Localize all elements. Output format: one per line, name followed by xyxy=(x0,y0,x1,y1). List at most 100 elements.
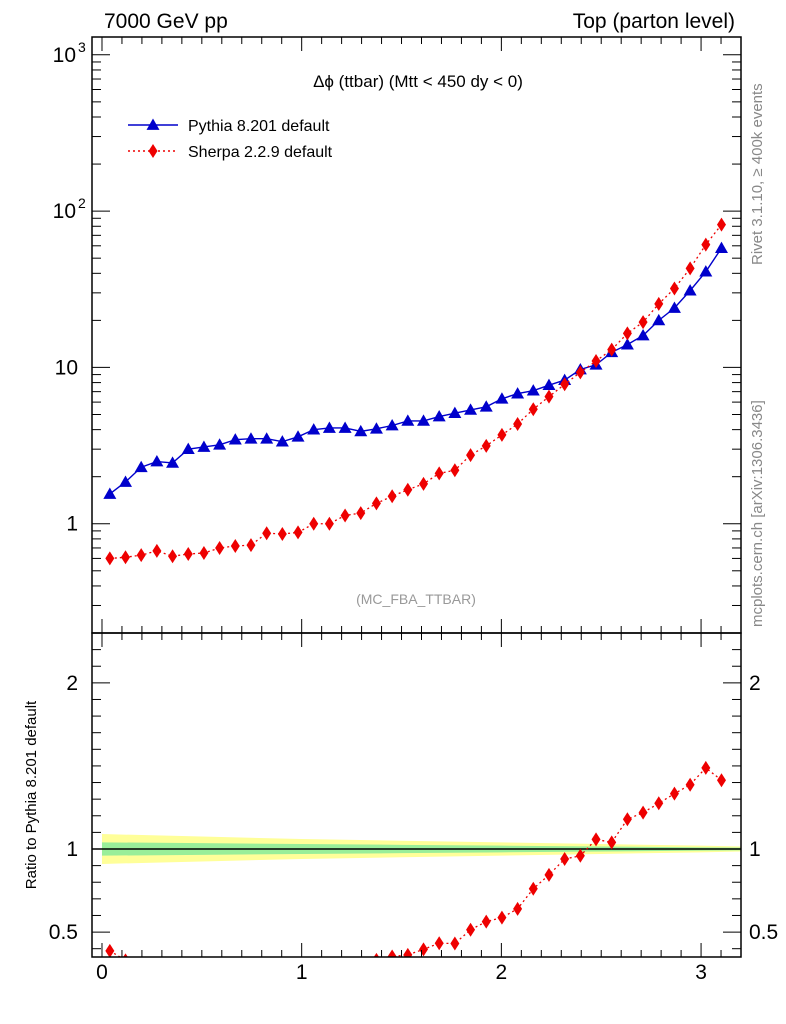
main-series-0-point xyxy=(307,423,321,435)
ratio-series-1-point xyxy=(607,835,617,850)
main-series-1-point xyxy=(419,476,429,491)
ratio-series-1-point xyxy=(387,949,397,957)
ratio-x-tick-label: 0 xyxy=(96,961,108,984)
main-series-0-point xyxy=(432,410,446,422)
main-series-1-point xyxy=(277,526,287,541)
main-series-1-point xyxy=(121,550,131,565)
main-series-1-point xyxy=(371,496,381,511)
ratio-y-tick-label-right: 1 xyxy=(749,838,761,861)
ratio-series-1-point xyxy=(591,832,601,847)
ratio-series-1-point xyxy=(199,973,208,987)
ratio-series-1-point xyxy=(528,881,538,896)
main-y-tick-exponent: 3 xyxy=(78,39,86,55)
main-series-0-point xyxy=(150,455,164,467)
ratio-series-1-point xyxy=(137,963,146,977)
analysis-tag: (MC_FBA_TTBAR) xyxy=(356,591,476,607)
ratio-series-1-point xyxy=(701,760,711,775)
main-series-1-point xyxy=(152,543,162,558)
plot-title: Δϕ (ttbar) (Mtt < 450 dy < 0) xyxy=(313,72,523,91)
main-series-1-point xyxy=(528,402,538,417)
main-series-1-point xyxy=(105,551,115,566)
main-series-1-point xyxy=(246,538,256,553)
main-series-0-point xyxy=(260,432,274,444)
ratio-series-1-point xyxy=(231,973,240,987)
ratio-data-layer xyxy=(92,760,741,987)
main-series-1-point xyxy=(575,365,585,380)
ratio-axes: 0.5 0.5 1 1 2 2 0 1 2 3 xyxy=(49,633,778,984)
main-y-tick-label: 10 xyxy=(53,200,76,223)
main-y-tick-label: 1 xyxy=(66,513,78,536)
main-data-layer xyxy=(103,217,728,566)
main-series-0-point xyxy=(119,475,133,487)
main-series-0-point xyxy=(166,456,180,468)
main-series-1-point xyxy=(638,315,648,330)
main-series-1-point xyxy=(497,427,507,442)
main-series-1-point xyxy=(481,438,491,453)
ratio-series-1-point xyxy=(403,947,413,957)
main-y-tick-label: 10 xyxy=(55,356,78,379)
ratio-series-1-point xyxy=(622,812,632,827)
ratio-series-1-point xyxy=(575,848,585,863)
ratio-y-tick-label: 2 xyxy=(66,672,78,695)
ratio-x-tick-label: 2 xyxy=(496,961,508,984)
ratio-panel: 0.5 0.5 1 1 2 2 0 1 2 3 Ratio to Pythia 8.201 def… xyxy=(23,632,778,987)
main-series-1-point xyxy=(544,389,554,404)
rivet-label: Rivet 3.1.10, ≥ 400k events xyxy=(749,83,766,265)
ratio-series-1-point xyxy=(419,942,429,957)
main-series-0-point xyxy=(479,400,493,412)
main-series-1-point xyxy=(701,237,711,252)
plot-title-symbol: Δϕ xyxy=(313,72,334,91)
main-series-0-point xyxy=(385,419,399,431)
main-series-1-point xyxy=(716,217,726,232)
ratio-x-tick-label: 3 xyxy=(695,961,707,984)
main-y-tick-label: 10 xyxy=(53,44,76,67)
main-series-1-point xyxy=(450,463,460,478)
main-series-0-point xyxy=(354,424,368,437)
ratio-series-1-point xyxy=(466,922,476,937)
main-series-0-point xyxy=(699,265,713,277)
ratio-series-1-point xyxy=(669,786,679,801)
ratio-series-1-point xyxy=(497,910,507,925)
main-series-0-point xyxy=(338,421,352,433)
main-series-0-point xyxy=(683,284,697,296)
main-series-0-point xyxy=(417,414,431,426)
main-series-1-point xyxy=(136,548,146,563)
main-series-line-1 xyxy=(109,224,723,560)
ratio-series-1-point xyxy=(152,964,161,978)
ratio-series-line-1 xyxy=(109,767,722,957)
main-series-0-point xyxy=(275,435,289,447)
main-series-line-0 xyxy=(109,247,723,495)
main-series-1-point xyxy=(591,353,601,368)
ratio-series-1-point xyxy=(341,962,350,976)
ratio-series-1-point xyxy=(168,966,177,980)
main-series-1-point xyxy=(434,466,444,481)
ratio-series-1-point xyxy=(716,773,726,788)
main-series-1-point xyxy=(230,539,240,554)
main-series-0-point xyxy=(197,440,211,452)
main-series-1-point xyxy=(607,342,617,357)
ratio-y-tick-label-right: 0.5 xyxy=(749,921,778,944)
header-left: 7000 GeV pp xyxy=(104,10,228,33)
ratio-series-1-point xyxy=(309,967,318,981)
main-series-0-point xyxy=(213,438,227,450)
ratio-series-1-point xyxy=(481,914,491,929)
main-series-1-point xyxy=(669,281,679,296)
main-series-0-point xyxy=(401,414,415,426)
main-series-1-point xyxy=(403,482,413,497)
ratio-ylabel: Ratio to Pythia 8.201 default xyxy=(23,700,40,889)
ratio-series-1-point xyxy=(544,867,554,882)
main-series-1-point xyxy=(309,516,319,531)
main-series-1-point xyxy=(356,506,366,521)
main-series-0-point xyxy=(291,430,305,442)
ratio-series-1-point xyxy=(434,936,444,951)
legend-marker-1 xyxy=(148,144,158,158)
ratio-series-1-point xyxy=(685,777,695,792)
main-series-0-point xyxy=(322,421,336,433)
main-series-1-point xyxy=(513,416,523,431)
main-series-0-point xyxy=(636,329,650,341)
legend: Pythia 8.201 default Sherpa 2.2.9 default xyxy=(128,118,333,161)
ratio-series-1-point xyxy=(654,796,664,811)
ratio-y-tick-label: 1 xyxy=(66,838,78,861)
